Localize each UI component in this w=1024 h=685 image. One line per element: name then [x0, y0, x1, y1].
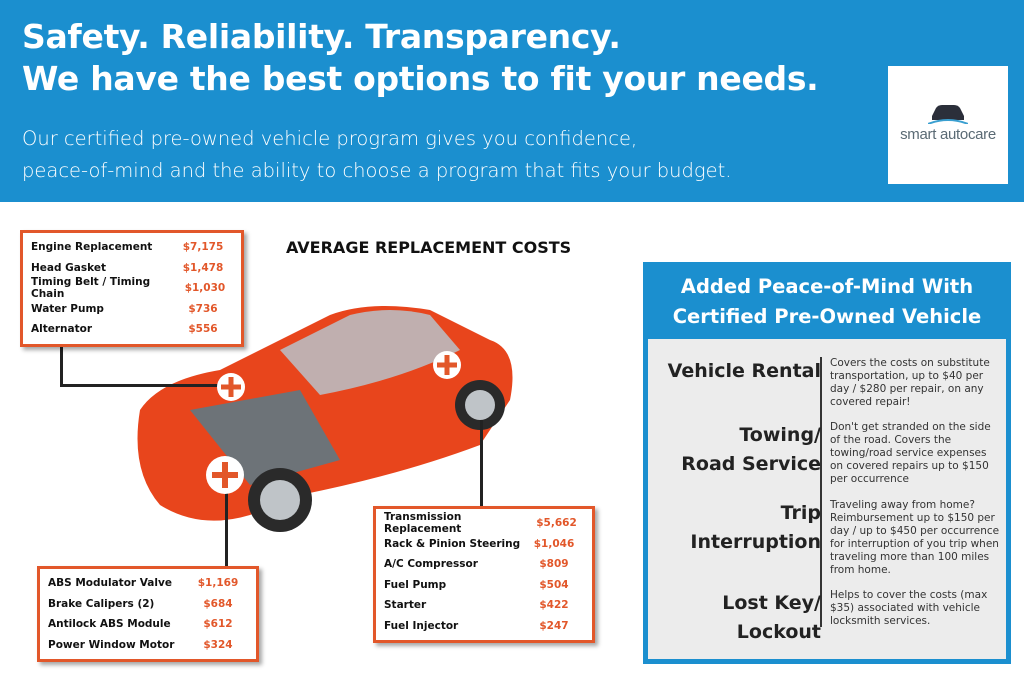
part-name: Fuel Pump	[384, 578, 447, 591]
engine-costs-box: Engine Replacement $7,175 Head Gasket $1,47…	[20, 230, 244, 347]
part-name: Head Gasket	[31, 261, 106, 274]
part-name: Rack & Pinion Steering	[384, 537, 521, 550]
cost-row: Transmission Replacement $5,662	[384, 511, 584, 536]
cost-row: Engine Replacement $7,175	[31, 237, 233, 258]
leader-line	[60, 384, 230, 387]
benefit-name: Vehicle Rental	[667, 360, 821, 382]
part-name: Alternator	[31, 323, 93, 336]
plus-marker-icon	[206, 456, 244, 494]
cost-row: Head Gasket $1,478	[31, 258, 233, 279]
part-price: $1,046	[533, 537, 575, 550]
benefit-desc: Don't get stranded on the side of the ro…	[830, 421, 991, 485]
part-name: Water Pump	[31, 302, 104, 315]
panel-title-line-1: Added Peace-of-Mind With	[680, 275, 974, 298]
part-name: A/C Compressor	[384, 558, 478, 571]
part-name: Timing Belt / Timing Chain	[31, 276, 151, 301]
part-price: $504	[539, 578, 569, 591]
headline: Safety. Reliability. Transparency. We hav…	[22, 16, 819, 100]
transmission-costs-box: Transmission Replacement $5,662 Rack & Pin…	[373, 506, 595, 643]
headline-line-2: We have the best options to fit your nee…	[22, 59, 819, 98]
part-price: $324	[203, 638, 233, 651]
benefit-name: Towing/Road Service	[681, 424, 821, 475]
leader-line	[60, 340, 63, 386]
cost-row: Brake Calipers (2) $684	[48, 594, 248, 615]
benefits-panel: Added Peace-of-Mind With Certified Pre-Ow…	[643, 262, 1011, 664]
car-icon	[928, 105, 968, 124]
plus-marker-icon	[433, 351, 461, 379]
cost-row: Starter $422	[384, 595, 584, 616]
part-name: Brake Calipers (2)	[48, 597, 155, 610]
part-name: Transmission Replacement	[384, 511, 462, 536]
part-name: Engine Replacement	[31, 241, 153, 254]
cost-row: Antilock ABS Module $612	[48, 614, 248, 635]
part-name: Fuel Injector	[384, 619, 459, 632]
part-price: $736	[188, 302, 218, 315]
logo-text: smart autocare	[900, 126, 996, 143]
panel-header: Added Peace-of-Mind With Certified Pre-Ow…	[648, 267, 1006, 339]
part-price: $422	[539, 599, 569, 612]
part-name: ABS Modulator Valve	[48, 577, 172, 590]
cost-row: A/C Compressor $809	[384, 554, 584, 575]
subtext-line-1: Our certified pre-owned vehicle program …	[22, 127, 638, 150]
benefit-desc: Helps to cover the costs (max $35) assoc…	[830, 589, 988, 627]
part-price: $1,169	[197, 577, 239, 590]
benefit-desc: Traveling away from home? Reimbursement …	[830, 499, 1000, 576]
subtext-line-2: peace-of-mind and the ability to choose …	[22, 159, 732, 182]
panel-title-line-2: Certified Pre-Owned Vehicle	[672, 305, 982, 328]
benefit-name: Trip Interruption	[690, 502, 821, 553]
plus-marker-icon	[217, 373, 245, 401]
section-title: AVERAGE REPLACEMENT COSTS	[286, 238, 572, 257]
part-price: $5,662	[536, 517, 577, 530]
leader-line	[480, 420, 483, 510]
brake-costs-box: ABS Modulator Valve $1,169 Brake Calipers …	[37, 566, 259, 662]
divider	[820, 357, 822, 627]
cost-row: Timing Belt / Timing Chain $1,030	[31, 276, 233, 301]
benefit-name: Lost Key/Lockout	[722, 592, 821, 643]
part-name: Starter	[384, 599, 427, 612]
cost-row: ABS Modulator Valve $1,169	[48, 573, 248, 594]
cost-row: Alternator $556	[31, 319, 233, 340]
headline-line-1: Safety. Reliability. Transparency.	[22, 17, 621, 56]
part-price: $684	[203, 597, 233, 610]
part-price: $1,478	[182, 261, 224, 274]
part-price: $809	[539, 558, 569, 571]
part-name: Power Window Motor	[48, 638, 175, 651]
leader-line	[225, 475, 228, 570]
header-banner: Safety. Reliability. Transparency. We hav…	[0, 0, 1024, 202]
cost-row: Fuel Pump $504	[384, 575, 584, 596]
subtext: Our certified pre-owned vehicle program …	[22, 123, 731, 187]
logo: smart autocare	[888, 66, 1008, 184]
part-price: $7,175	[182, 241, 224, 254]
cost-row: Fuel Injector $247	[384, 616, 584, 637]
part-name: Antilock ABS Module	[48, 618, 171, 631]
benefit-desc: Covers the costs on substitute transport…	[830, 357, 990, 408]
cost-row: Rack & Pinion Steering $1,046	[384, 534, 584, 555]
part-price: $612	[203, 618, 233, 631]
part-price: $556	[188, 323, 218, 336]
cost-row: Power Window Motor $324	[48, 635, 248, 656]
cost-row: Water Pump $736	[31, 299, 233, 320]
part-price: $1,030	[184, 282, 226, 295]
part-price: $247	[539, 619, 569, 632]
